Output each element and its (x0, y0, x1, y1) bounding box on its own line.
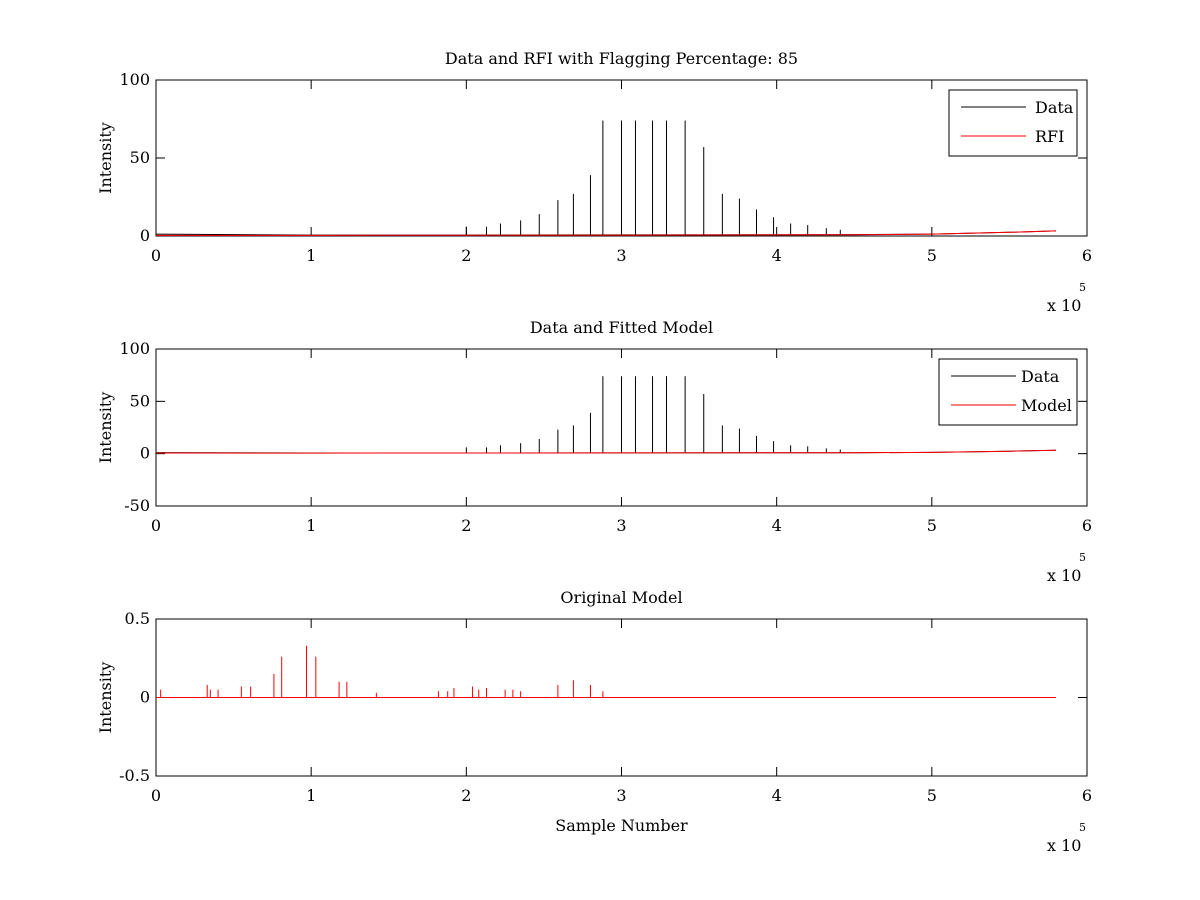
legend-label: Model (1021, 396, 1072, 415)
x-tick-label: 4 (772, 786, 782, 805)
y-tick-label: 0.5 (125, 609, 150, 628)
y-tick-label: 100 (119, 70, 150, 89)
y-axis-label: Intensity (96, 122, 115, 194)
x-tick-label: 0 (151, 516, 161, 535)
plot-area (156, 120, 1057, 236)
x-tick-label: 4 (772, 516, 782, 535)
x-exponent-label: x 10 (1047, 566, 1081, 585)
series-model (156, 645, 1056, 698)
y-tick-label: 50 (130, 391, 150, 410)
series-baseline-line (156, 230, 1057, 236)
y-tick-label: 100 (119, 339, 150, 358)
chart-title: Data and Fitted Model (530, 318, 713, 337)
x-tick-label: 0 (151, 786, 161, 805)
x-tick-label: 4 (772, 246, 782, 265)
plot-area (156, 376, 1057, 454)
x-exponent-power: 5 (1079, 551, 1086, 564)
x-tick-label: 2 (461, 246, 471, 265)
x-tick-label: 1 (306, 516, 316, 535)
plot-area (156, 645, 1056, 698)
x-tick-label: 3 (616, 786, 626, 805)
x-tick-label: 3 (616, 516, 626, 535)
x-tick-label: 6 (1082, 786, 1092, 805)
y-tick-label: -50 (124, 496, 150, 515)
x-exponent-power: 5 (1079, 281, 1086, 294)
x-exponent-label: x 10 (1047, 836, 1081, 855)
y-axis-label: Intensity (96, 392, 115, 464)
chart-title: Data and RFI with Flagging Percentage: 8… (445, 49, 798, 68)
y-tick-label: 0 (140, 444, 150, 463)
x-tick-label: 6 (1082, 246, 1092, 265)
subplot-2: Data and Fitted Model Intensity 0 1 2 3 4 5 6 -50… (96, 318, 1092, 585)
legend-label: RFI (1035, 127, 1064, 146)
x-tick-label: 2 (461, 516, 471, 535)
legend: Data Model (938, 358, 1078, 426)
legend-label: Data (1021, 367, 1060, 386)
x-tick-label: 1 (306, 786, 316, 805)
legend-label: Data (1035, 98, 1074, 117)
x-exponent-power: 5 (1079, 821, 1086, 834)
series-baseline-line (156, 449, 1057, 454)
y-tick-label: 0 (140, 226, 150, 245)
x-tick-label: 5 (927, 246, 937, 265)
x-tick-label: 5 (927, 786, 937, 805)
legend-box (938, 358, 1078, 426)
x-exponent-label: x 10 (1047, 296, 1081, 315)
subplot-3: Original Model Intensity Sample Number 0 1 2 3… (96, 588, 1092, 855)
x-tick-label: 5 (927, 516, 937, 535)
x-tick-label: 2 (461, 786, 471, 805)
x-tick-label: 3 (616, 246, 626, 265)
y-tick-label: 50 (130, 148, 150, 167)
x-tick-label: 6 (1082, 516, 1092, 535)
x-tick-label: 1 (306, 246, 316, 265)
chart-title: Original Model (560, 588, 682, 607)
y-tick-label: -0.5 (119, 766, 150, 785)
legend-box (948, 89, 1078, 157)
series-model (156, 449, 1057, 454)
x-axis-label: Sample Number (555, 816, 688, 835)
x-tick-label: 0 (151, 246, 161, 265)
y-axis-label: Intensity (96, 662, 115, 734)
y-tick-label: 0 (140, 688, 150, 707)
subplot-1: Data and RFI with Flagging Percentage: 8… (96, 49, 1092, 315)
series-rfi (156, 230, 1057, 236)
legend: Data RFI (948, 89, 1078, 157)
